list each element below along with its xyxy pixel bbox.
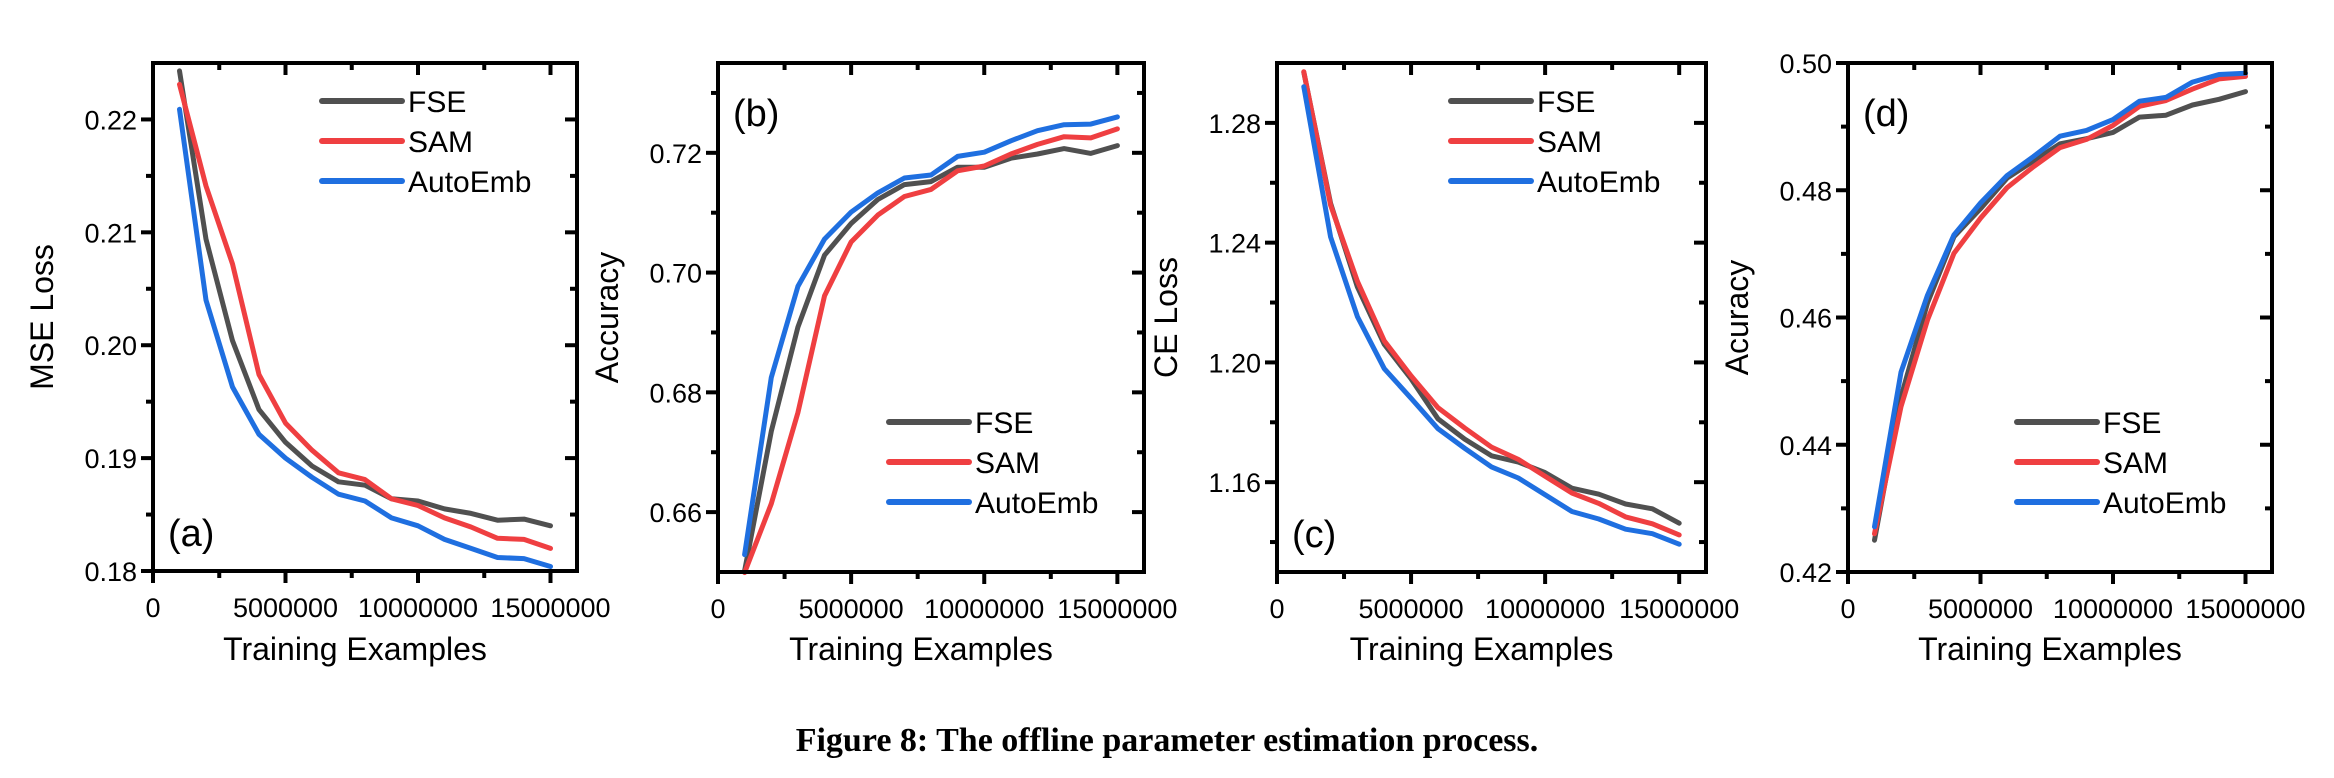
x-tick-label: 15000000: [2185, 594, 2305, 624]
series-line-fse: [177, 68, 553, 529]
x-tick-label: 5000000: [233, 593, 338, 623]
chart-panel-d: 0 5000000 10000000 15000000 0.42 0.44 0.46 0.48…: [1719, 49, 2306, 667]
series-line-sam: [742, 126, 1120, 576]
y-tick-label: 0.66: [649, 498, 702, 528]
legend-label: AutoEmb: [2103, 487, 2226, 520]
legend-item-autoemb: AutoEmb: [319, 166, 531, 199]
legend-item-fse: FSE: [1448, 86, 1595, 119]
series-line-fse: [742, 143, 1120, 574]
y-axis-title: MSE Loss: [24, 244, 60, 390]
legend-label: SAM: [408, 126, 473, 159]
x-tick-label: 10000000: [2053, 594, 2173, 624]
y-tick-label: 0.19: [84, 444, 137, 474]
legend: FSE SAM AutoEmb: [319, 86, 531, 199]
y-tick-label: 0.70: [649, 259, 702, 289]
series-group: [177, 68, 553, 569]
series-line-autoemb: [1301, 84, 1682, 547]
y-tick-label: 0.42: [1779, 558, 1832, 588]
legend-item-sam: SAM: [2014, 447, 2168, 480]
y-tick-label: 1.28: [1208, 109, 1261, 139]
y-axis-title: CE Loss: [1148, 257, 1184, 378]
legend-label: FSE: [1537, 86, 1595, 119]
x-axis-title: Training Examples: [1350, 631, 1614, 667]
figure-caption: Figure 8: The offline parameter estimati…: [795, 722, 1539, 759]
panel-label: (d): [1863, 93, 1909, 135]
legend-item-fse: FSE: [2014, 407, 2161, 440]
x-tick-label: 0: [1269, 594, 1284, 624]
y-tick-label: 0.72: [649, 139, 702, 169]
x-tick-label: 0: [145, 593, 160, 623]
panel-label: (b): [733, 93, 779, 135]
legend-item-autoemb: AutoEmb: [2014, 487, 2226, 520]
legend-label: FSE: [408, 86, 466, 119]
chart-panel-b: 0 5000000 10000000 15000000 0.66 0.68 0.70 0.72…: [589, 61, 1177, 667]
x-tick-label: 15000000: [490, 593, 610, 623]
y-tick-label: 0.44: [1779, 431, 1832, 461]
legend-item-fse: FSE: [886, 407, 1033, 440]
legend-label: AutoEmb: [1537, 166, 1660, 199]
x-tick-label: 5000000: [1928, 594, 2033, 624]
y-tick-label: 1.16: [1208, 468, 1261, 498]
legend: FSE SAM AutoEmb: [2014, 407, 2226, 520]
axes-frame: [716, 61, 1146, 574]
x-tick-label: 5000000: [799, 594, 904, 624]
series-group: [1301, 69, 1682, 547]
legend-item-autoemb: AutoEmb: [886, 487, 1098, 520]
legend-item-sam: SAM: [886, 447, 1040, 480]
series-group: [742, 114, 1120, 576]
y-tick-label: 0.20: [84, 331, 137, 361]
legend-label: SAM: [2103, 447, 2168, 480]
legend-label: SAM: [975, 447, 1040, 480]
y-tick-label: 0.22: [84, 105, 137, 135]
y-tick-label: 0.21: [84, 218, 137, 248]
legend-label: AutoEmb: [408, 166, 531, 199]
legend: FSE SAM AutoEmb: [1448, 86, 1660, 199]
y-tick-label: 0.48: [1779, 176, 1832, 206]
x-tick-label: 10000000: [1485, 594, 1605, 624]
y-tick-label: 1.20: [1208, 348, 1261, 378]
x-axis-title: Training Examples: [789, 631, 1053, 667]
legend-label: FSE: [975, 407, 1033, 440]
legend-item-fse: FSE: [319, 86, 466, 119]
axes-frame: [1275, 61, 1708, 574]
series-line-sam: [1301, 69, 1682, 538]
x-tick-label: 5000000: [1359, 594, 1464, 624]
legend-label: SAM: [1537, 126, 1602, 159]
x-tick-label: 15000000: [1057, 594, 1177, 624]
x-tick-label: 10000000: [358, 593, 478, 623]
y-tick-label: 1.24: [1208, 229, 1261, 259]
chart-panel-a: 0 5000000 10000000 15000000 0.18 0.19 0.20 0.21…: [24, 61, 611, 667]
legend-item-sam: SAM: [1448, 126, 1602, 159]
x-tick-label: 0: [1840, 594, 1855, 624]
series-line-autoemb: [1872, 70, 2248, 530]
panel-label: (c): [1292, 514, 1336, 556]
series-line-sam: [177, 81, 553, 551]
y-tick-label: 0.18: [84, 557, 137, 587]
y-axis-title: Accuracy: [589, 252, 625, 384]
x-tick-label: 15000000: [1619, 594, 1739, 624]
series-line-autoemb: [742, 114, 1120, 558]
chart-panel-c: 0 5000000 10000000 15000000 1.16 1.20 1.24 1.28…: [1148, 61, 1739, 667]
axes-frame: [151, 61, 579, 573]
y-axis-title: Acuracy: [1719, 260, 1755, 376]
series-line-autoemb: [177, 106, 553, 569]
x-tick-label: 10000000: [924, 594, 1044, 624]
series-group: [1872, 70, 2248, 543]
series-line-sam: [1872, 73, 2248, 537]
legend-item-autoemb: AutoEmb: [1448, 166, 1660, 199]
y-tick-label: 0.68: [649, 378, 702, 408]
legend-item-sam: SAM: [319, 126, 473, 159]
y-tick-label: 0.50: [1779, 49, 1832, 79]
x-axis-title: Training Examples: [223, 631, 487, 667]
x-tick-label: 0: [710, 594, 725, 624]
x-axis-title: Training Examples: [1918, 631, 2182, 667]
y-tick-label: 0.46: [1779, 304, 1832, 334]
legend: FSE SAM AutoEmb: [886, 407, 1098, 520]
legend-label: AutoEmb: [975, 487, 1098, 520]
legend-label: FSE: [2103, 407, 2161, 440]
panel-label: (a): [168, 513, 214, 555]
